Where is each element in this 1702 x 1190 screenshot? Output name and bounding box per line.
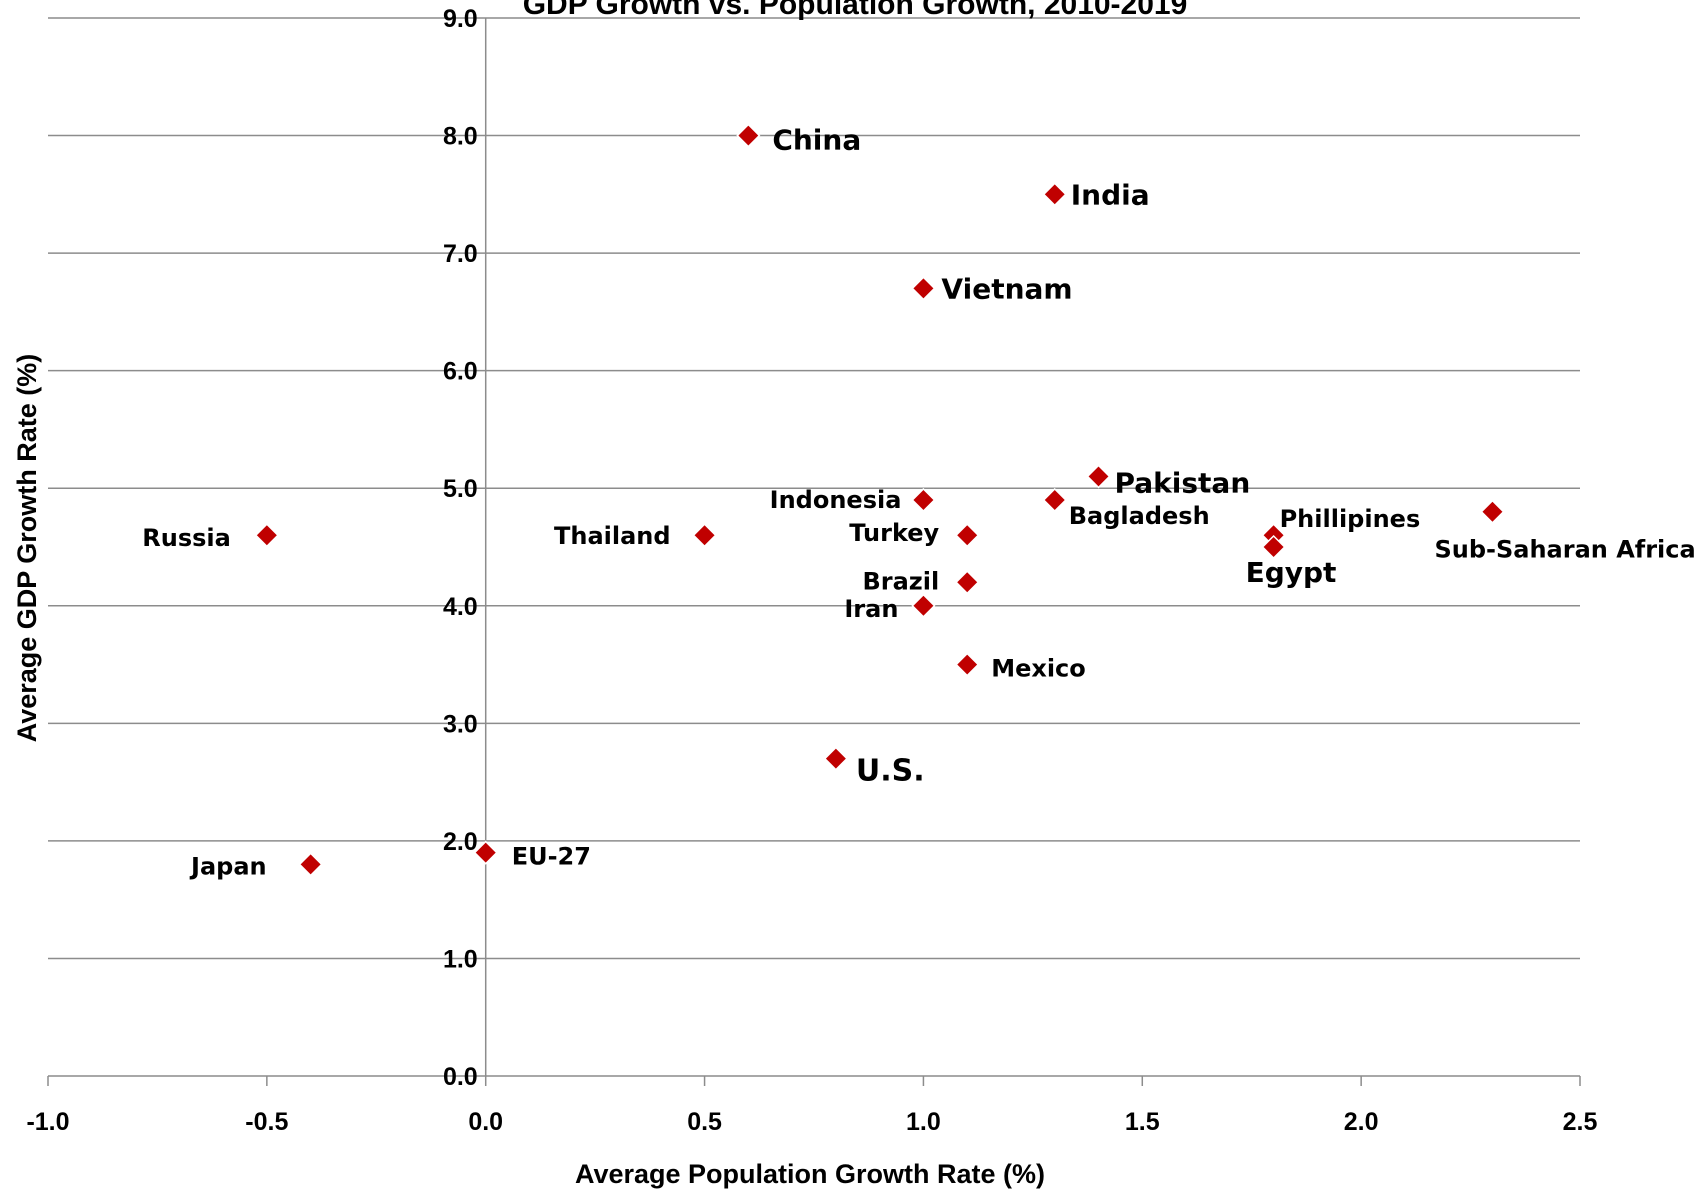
data-point-label: Japan <box>189 852 267 880</box>
data-point-label: Brazil <box>862 567 939 595</box>
y-tick-label: 3.0 <box>443 710 478 738</box>
x-tick-label: 2.0 <box>1344 1108 1379 1136</box>
data-point-label: Indonesia <box>770 486 902 514</box>
data-point-label: Vietnam <box>941 272 1072 305</box>
data-point-marker <box>1480 499 1505 524</box>
data-point-marker <box>911 593 936 618</box>
x-tick-label: 0.5 <box>687 1108 722 1136</box>
data-point-marker <box>298 852 323 877</box>
y-tick-label: 4.0 <box>443 593 478 621</box>
data-point-marker <box>1086 464 1111 489</box>
y-tick-label: 0.0 <box>443 1063 478 1091</box>
data-point-marker <box>955 570 980 595</box>
data-point-marker <box>1042 487 1067 513</box>
x-tick-label: -0.5 <box>245 1108 288 1136</box>
x-tick-label: 1.0 <box>906 1108 941 1136</box>
data-point-marker <box>692 523 717 548</box>
data-point-marker <box>473 840 498 865</box>
data-point-marker <box>911 487 936 513</box>
data-point-label: EU-27 <box>512 843 591 871</box>
data-point-label: India <box>1071 178 1150 211</box>
data-point-label: Russia <box>142 524 231 552</box>
data-point-label: Bagladesh <box>1069 502 1210 530</box>
data-point-label: Thailand <box>554 522 671 550</box>
data-point-marker <box>955 652 980 677</box>
y-tick-label: 9.0 <box>443 5 478 33</box>
data-point-label: Egypt <box>1246 556 1337 589</box>
tick-labels: 0.0 1.0 2.0 3.0 4.0 5.0 6.0 7.0 8.0 9.0 -1.0 -0.5 0.… <box>26 5 1597 1136</box>
data-point-label: U.S. <box>856 754 925 789</box>
data-point-label: Sub-Saharan Africa <box>1434 536 1695 564</box>
data-point-marker <box>911 276 936 301</box>
data-point-label: Turkey <box>849 519 939 547</box>
data-point-marker <box>736 123 761 148</box>
x-tick-label: -1.0 <box>26 1108 69 1136</box>
y-tick-label: 6.0 <box>443 358 478 386</box>
y-tick-label: 7.0 <box>443 240 478 268</box>
point-labels: China India Vietnam Pakistan Indonesia Baglad… <box>142 124 1695 881</box>
data-point-label: Mexico <box>991 655 1086 683</box>
x-tick-label: 2.5 <box>1563 1108 1598 1136</box>
x-axis-title: Average Population Growth Rate (%) <box>575 1159 1045 1189</box>
axes <box>47 18 1581 1086</box>
gridlines <box>48 17 1580 960</box>
data-point-label: Pakistan <box>1115 466 1251 499</box>
data-point-label: Phillipines <box>1280 505 1421 533</box>
y-tick-label: 2.0 <box>443 828 478 856</box>
data-points <box>254 123 1505 877</box>
y-tick-label: 5.0 <box>443 475 478 503</box>
data-point-marker <box>1261 534 1286 560</box>
x-tick-label: 1.5 <box>1125 1108 1160 1136</box>
data-point-marker <box>823 746 848 771</box>
y-axis-title: Average GDP Growth Rate (%) <box>12 354 42 743</box>
data-point-label: China <box>772 124 861 157</box>
chart-title: GDP Growth vs. Population Growth, 2010-2… <box>523 0 1188 21</box>
data-point-marker <box>1042 182 1067 207</box>
data-point-marker <box>254 523 279 548</box>
data-point-label: Iran <box>844 595 898 623</box>
y-tick-label: 8.0 <box>443 123 478 151</box>
x-tick-label: 0.0 <box>468 1108 503 1136</box>
y-tick-label: 1.0 <box>443 945 478 973</box>
data-point-marker <box>955 523 980 548</box>
